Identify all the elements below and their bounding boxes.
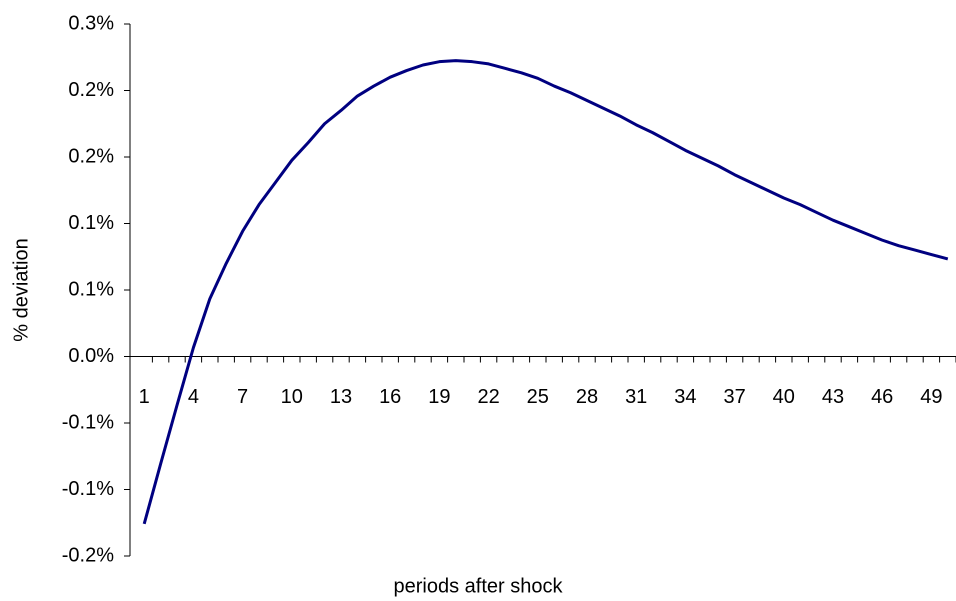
y-tick-label: 0.1%	[68, 278, 114, 300]
x-tick-label: 31	[625, 386, 647, 408]
x-tick-label: 13	[330, 386, 352, 408]
x-tick-label: 40	[773, 386, 795, 408]
x-tick-label: 46	[871, 386, 893, 408]
x-tick-label: 28	[576, 386, 598, 408]
y-tick-label: -0.1%	[62, 478, 114, 500]
y-tick-label: -0.1%	[62, 411, 114, 433]
y-tick-label: -0.2%	[62, 544, 114, 566]
x-tick-label: 25	[527, 386, 549, 408]
y-tick-label: 0.2%	[68, 145, 114, 167]
x-tick-label: 1	[139, 386, 150, 408]
y-axis-label: % deviation	[10, 238, 32, 341]
y-tick-label: 0.3%	[68, 12, 114, 34]
y-tick-label: 0.1%	[68, 212, 114, 234]
x-tick-label: 49	[920, 386, 942, 408]
x-tick-label: 34	[674, 386, 696, 408]
x-tick-label: 16	[379, 386, 401, 408]
y-tick-label: 0.2%	[68, 79, 114, 101]
x-axis-label: periods after shock	[394, 575, 564, 597]
x-tick-label: 43	[822, 386, 844, 408]
x-tick-label: 19	[428, 386, 450, 408]
y-tick-label: 0.0%	[68, 345, 114, 367]
x-tick-label: 22	[477, 386, 499, 408]
x-tick-label: 10	[281, 386, 303, 408]
data-line	[142, 59, 949, 525]
x-tick-label: 7	[237, 386, 248, 408]
x-tick-label: 4	[188, 386, 199, 408]
x-tick-label: 37	[723, 386, 745, 408]
